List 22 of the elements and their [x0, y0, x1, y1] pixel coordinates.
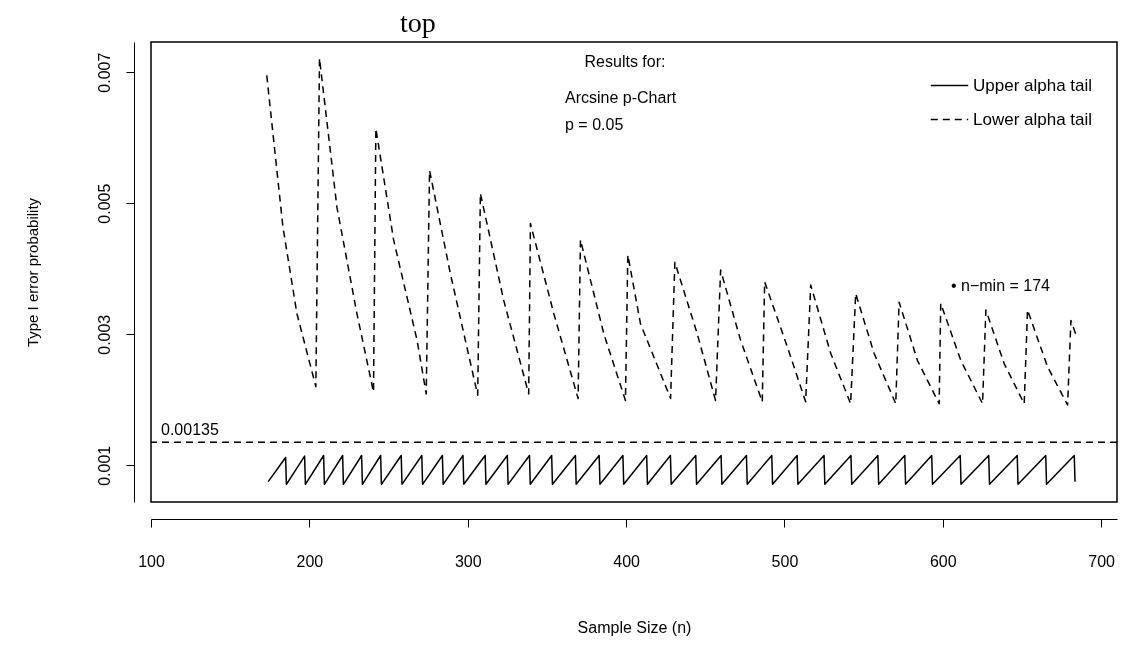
y-tick-label: 0.001 [95, 445, 113, 486]
annotation: Arcsine p-Chart [565, 89, 677, 106]
legend-label: Lower alpha tail [973, 109, 1093, 129]
y-tick-label: 0.007 [95, 52, 113, 93]
annotation: • n−min = 174 [951, 277, 1051, 294]
x-tick-label: 400 [613, 552, 641, 570]
x-tick-label: 300 [454, 552, 482, 570]
y-axis-title: Type I error probability [23, 197, 41, 348]
legend-label: Upper alpha tail [973, 75, 1093, 95]
ref-line-label: 0.00135 [161, 421, 219, 439]
x-tick-label: 600 [929, 552, 957, 570]
x-tick-label: 100 [138, 552, 165, 570]
annotation: p = 0.05 [565, 116, 624, 133]
line-series [267, 454, 1076, 486]
y-tick-label: 0.005 [95, 183, 113, 224]
chart-title: top [400, 7, 436, 38]
x-axis-title: Sample Size (n) [577, 618, 692, 636]
annotation: Results for: [584, 53, 666, 70]
x-tick-label: 200 [296, 552, 324, 570]
x-tick-label: 500 [771, 552, 799, 570]
y-tick-label: 0.003 [95, 314, 113, 355]
x-tick-label: 700 [1088, 552, 1116, 570]
